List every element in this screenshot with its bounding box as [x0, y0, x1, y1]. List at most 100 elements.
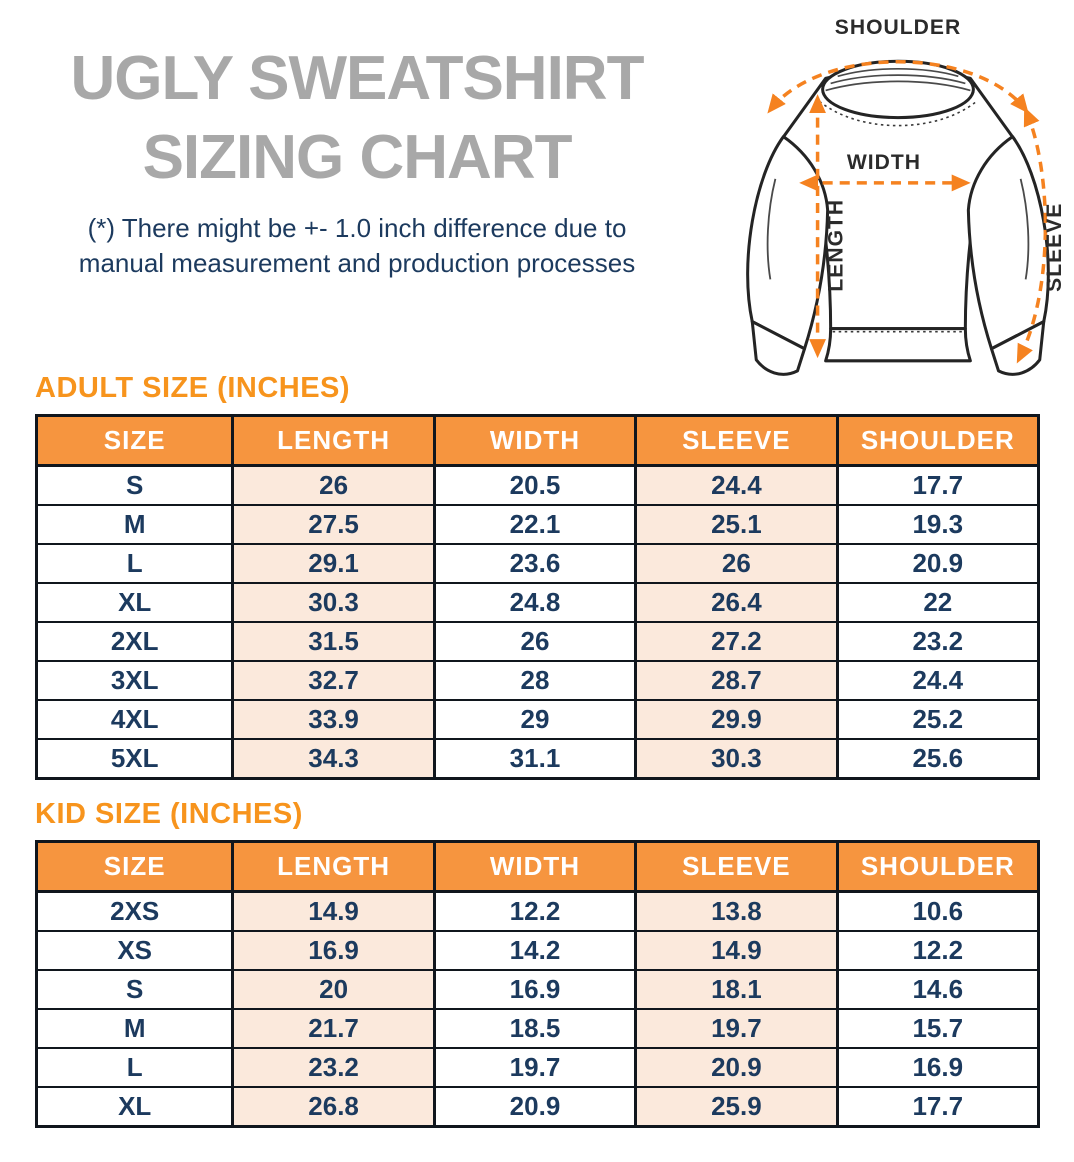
table-row: XL 30.3 24.8 26.4 22 — [34, 582, 1041, 623]
value-cell: 25.2 — [835, 699, 1041, 740]
table-row: 4XL 33.9 29 29.9 25.2 — [34, 699, 1041, 740]
size-cell: XL — [34, 582, 235, 623]
length-label: LENGTH — [825, 199, 848, 292]
value-cell: 12.2 — [835, 930, 1041, 971]
value-cell: 16.9 — [432, 969, 638, 1010]
value-cell: 26.4 — [634, 582, 839, 623]
width-label: WIDTH — [847, 151, 921, 174]
table-row: L 23.2 19.7 20.9 16.9 — [34, 1047, 1041, 1088]
value-cell: 23.2 — [231, 1047, 436, 1088]
column-header-size: SIZE — [34, 840, 235, 893]
value-cell: 24.4 — [835, 660, 1041, 701]
sleeve-arrow — [1016, 106, 1048, 364]
value-cell: 16.9 — [231, 930, 436, 971]
value-cell: 25.6 — [835, 738, 1041, 780]
value-cell: 24.8 — [432, 582, 638, 623]
value-cell: 31.5 — [231, 621, 436, 662]
adult-size-table: SIZE LENGTH WIDTH SLEEVE SHOULDER S 26 20.5 24.4… — [34, 414, 1041, 780]
value-cell: 30.3 — [231, 582, 436, 623]
size-cell: S — [34, 969, 235, 1010]
value-cell: 20.9 — [634, 1047, 839, 1088]
title-block: UGLY SWEATSHIRT SIZING CHART (*) There mi… — [0, 40, 714, 280]
value-cell: 34.3 — [231, 738, 436, 780]
table-row: XS 16.9 14.2 14.9 12.2 — [34, 930, 1041, 971]
column-header-length: LENGTH — [231, 414, 436, 467]
kid-size-table: SIZE LENGTH WIDTH SLEEVE SHOULDER 2XS 14.9 12.2… — [34, 840, 1041, 1128]
value-cell: 22 — [835, 582, 1041, 623]
value-cell: 19.3 — [835, 504, 1041, 545]
value-cell: 16.9 — [835, 1047, 1041, 1088]
value-cell: 17.7 — [835, 464, 1041, 506]
value-cell: 14.6 — [835, 969, 1041, 1010]
size-cell: XS — [34, 930, 235, 971]
value-cell: 26 — [432, 621, 638, 662]
disclaimer-line1: (*) There might be +- 1.0 inch differenc… — [87, 213, 627, 244]
measurement-disclaimer: (*) There might be +- 1.0 inch differenc… — [0, 211, 714, 280]
column-header-length: LENGTH — [231, 840, 436, 893]
table-row: L 29.1 23.6 26 20.9 — [34, 543, 1041, 584]
value-cell: 18.1 — [634, 969, 839, 1010]
table-row: S 26 20.5 24.4 17.7 — [34, 464, 1041, 506]
column-header-shoulder: SHOULDER — [835, 414, 1041, 467]
size-cell: M — [34, 504, 235, 545]
shoulder-arrow — [767, 60, 1029, 114]
page-title-line2: SIZING CHART — [142, 122, 573, 192]
value-cell: 28.7 — [634, 660, 839, 701]
value-cell: 13.8 — [634, 890, 839, 932]
left-cuff — [750, 320, 807, 376]
value-cell: 10.6 — [835, 890, 1041, 932]
sleeve-label: SLEEVE — [1043, 203, 1066, 292]
page-title-line1: UGLY SWEATSHIRT — [70, 44, 645, 113]
size-cell: L — [34, 543, 235, 584]
value-cell: 20.5 — [432, 464, 638, 506]
value-cell: 18.5 — [432, 1008, 638, 1049]
shoulder-label: SHOULDER — [835, 16, 961, 39]
value-cell: 20.9 — [432, 1086, 638, 1128]
value-cell: 26 — [231, 464, 436, 506]
hem-band — [824, 327, 972, 363]
value-cell: 15.7 — [835, 1008, 1041, 1049]
value-cell: 19.7 — [432, 1047, 638, 1088]
value-cell: 29.9 — [634, 699, 839, 740]
column-header-sleeve: SLEEVE — [634, 414, 839, 467]
collar-opening — [821, 59, 975, 120]
collar-rib-2 — [830, 74, 966, 85]
value-cell: 31.1 — [432, 738, 638, 780]
sweatshirt-illustration: SHOULDER WIDTH LENGTH SLEEVE — [746, 16, 1066, 376]
table-row: M 27.5 22.1 25.1 19.3 — [34, 504, 1041, 545]
value-cell: 20 — [231, 969, 436, 1010]
size-cell: M — [34, 1008, 235, 1049]
value-cell: 20.9 — [835, 543, 1041, 584]
size-cell: 2XL — [34, 621, 235, 662]
value-cell: 25.1 — [634, 504, 839, 545]
kid-size-heading: KID SIZE (INCHES) — [35, 798, 303, 830]
size-cell: L — [34, 1047, 235, 1088]
value-cell: 22.1 — [432, 504, 638, 545]
collar-rib-1 — [837, 67, 959, 78]
size-cell: 2XS — [34, 890, 235, 932]
header-row: SIZE LENGTH WIDTH SLEEVE SHOULDER — [34, 414, 1041, 467]
table-row: 5XL 34.3 31.1 30.3 25.6 — [34, 738, 1041, 780]
value-cell: 29.1 — [231, 543, 436, 584]
value-cell: 27.2 — [634, 621, 839, 662]
size-cell: S — [34, 464, 235, 506]
value-cell: 23.6 — [432, 543, 638, 584]
column-header-sleeve: SLEEVE — [634, 840, 839, 893]
value-cell: 33.9 — [231, 699, 436, 740]
value-cell: 14.9 — [634, 930, 839, 971]
column-header-width: WIDTH — [432, 414, 638, 467]
size-cell: 4XL — [34, 699, 235, 740]
disclaimer-line2: manual measurement and production proces… — [78, 247, 636, 278]
value-cell: 28 — [432, 660, 638, 701]
sweatshirt-measurement-diagram: SHOULDER WIDTH LENGTH SLEEVE — [722, 6, 1074, 396]
table-row: XL 26.8 20.9 25.9 17.7 — [34, 1086, 1041, 1128]
value-cell: 17.7 — [835, 1086, 1041, 1128]
left-sleeve-crease — [766, 178, 777, 280]
value-cell: 27.5 — [231, 504, 436, 545]
left-sleeve — [746, 135, 830, 351]
value-cell: 24.4 — [634, 464, 839, 506]
value-cell: 26.8 — [231, 1086, 436, 1128]
collar-rib-3 — [825, 80, 971, 92]
value-cell: 14.2 — [432, 930, 638, 971]
value-cell: 23.2 — [835, 621, 1041, 662]
